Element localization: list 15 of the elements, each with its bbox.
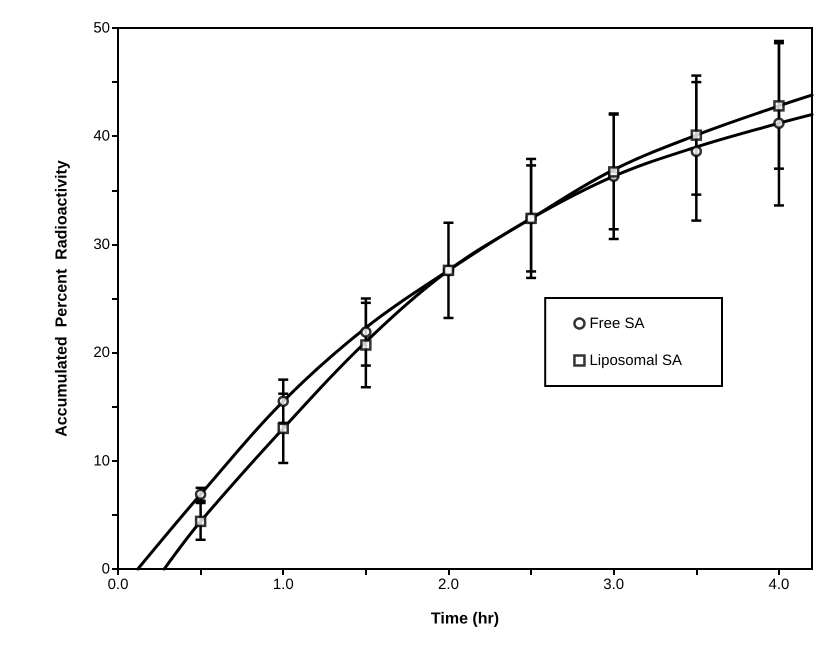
x-tick-label: 3.0 — [603, 576, 624, 593]
y-tick-label: 40 — [93, 128, 110, 145]
y-tick-label: 10 — [93, 452, 110, 470]
x-tick-label: 0.0 — [108, 576, 128, 593]
legend-label: Liposomal SA — [589, 352, 682, 369]
legend-label: Free SA — [589, 315, 644, 332]
x-tick-label: 1.0 — [272, 576, 294, 593]
y-tick-label: 20 — [93, 344, 110, 362]
x-axis-title: Time (hr) — [430, 610, 500, 628]
x-tick-label: 4.0 — [768, 576, 790, 593]
y-axis-title: Accumulated Percent Radioactivity — [54, 160, 70, 437]
y-tick-label: 30 — [93, 236, 110, 253]
y-tick-label: 0 — [102, 560, 110, 578]
x-tick-label: 2.0 — [438, 576, 459, 593]
y-tick-label: 50 — [93, 20, 110, 36]
